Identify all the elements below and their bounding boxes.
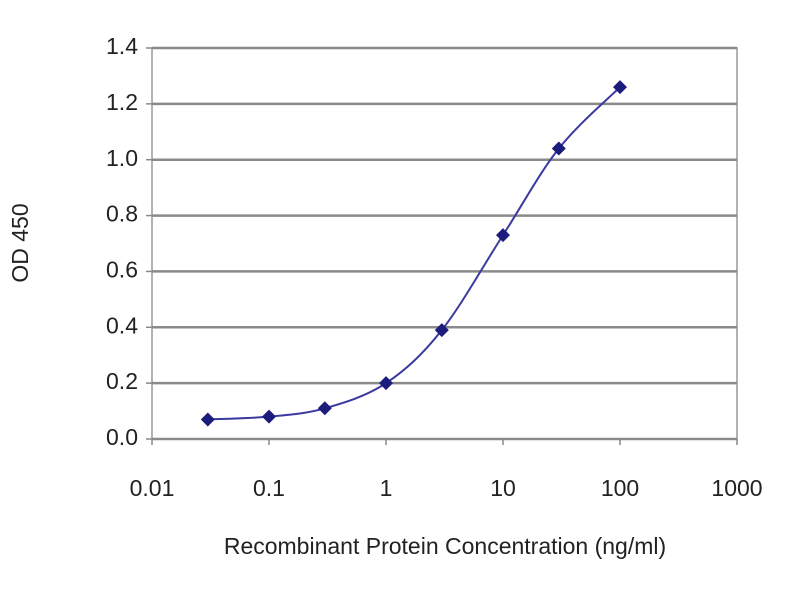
y-tick-label: 0.8 bbox=[106, 201, 138, 227]
y-tick-label: 0.4 bbox=[106, 312, 138, 338]
marker bbox=[496, 228, 510, 243]
x-tick-label: 1000 bbox=[711, 475, 762, 501]
x-tick-label: 1 bbox=[380, 475, 393, 501]
y-tick-label: 0.2 bbox=[106, 368, 138, 394]
x-tick-label: 100 bbox=[601, 475, 639, 501]
x-axis-label: Recombinant Protein Concentration (ng/ml… bbox=[224, 533, 666, 559]
marker bbox=[379, 376, 393, 391]
x-tick-label: 10 bbox=[490, 475, 516, 501]
y-tick-label: 1.4 bbox=[106, 33, 138, 59]
marker bbox=[317, 401, 332, 416]
marker bbox=[200, 412, 215, 427]
y-tick-label: 1.0 bbox=[106, 145, 138, 171]
plot-area bbox=[151, 47, 738, 440]
y-tick-label: 0.6 bbox=[106, 257, 138, 283]
y-tick-label: 1.2 bbox=[106, 89, 138, 115]
y-axis-label: OD 450 bbox=[7, 203, 33, 282]
marker bbox=[551, 141, 566, 156]
marker bbox=[262, 409, 276, 424]
marker bbox=[613, 80, 627, 95]
marker bbox=[434, 323, 449, 338]
x-tick-label: 0.1 bbox=[253, 475, 285, 501]
y-tick-label: 0.0 bbox=[106, 424, 138, 450]
x-tick-label: 0.01 bbox=[130, 475, 175, 501]
